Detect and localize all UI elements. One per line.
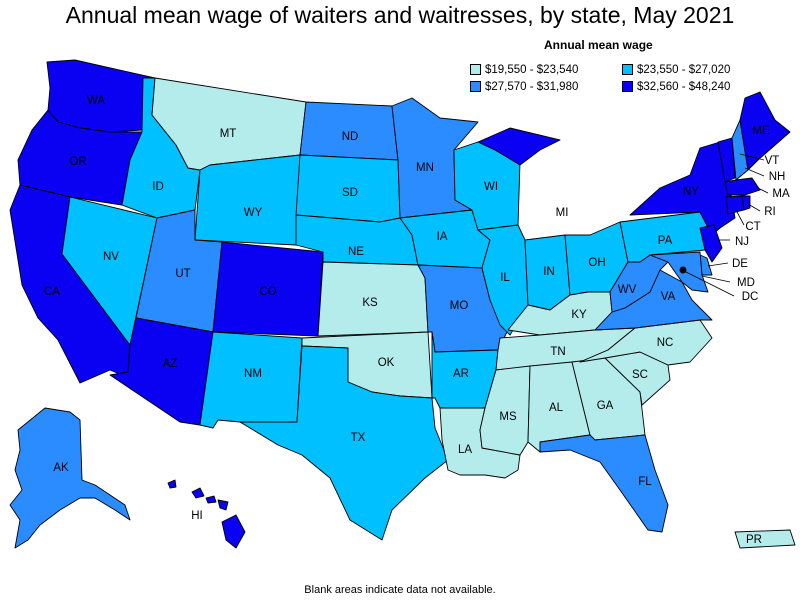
state-label-mo: MO [450, 300, 469, 312]
state-label-in: IN [543, 266, 555, 278]
state-label-ga: GA [597, 400, 614, 412]
legend-item-tier-0: $19,550 - $23,540 [470, 62, 622, 77]
state-hi[interactable] [167, 479, 246, 549]
state-label-wi: WI [484, 181, 498, 193]
state-label-al: AL [549, 402, 564, 414]
state-fl[interactable] [539, 434, 669, 533]
state-tx[interactable] [239, 345, 449, 541]
state-label-hi: HI [191, 510, 203, 522]
state-label-ok: OK [378, 357, 395, 369]
footnote: Blank areas indicate data not available. [304, 584, 496, 596]
state-label-mt: MT [220, 128, 237, 140]
state-label-de: DE [732, 258, 748, 270]
state-label-nv: NV [103, 251, 119, 263]
state-label-md: MD [737, 277, 755, 289]
state-ak[interactable] [9, 407, 131, 549]
state-il[interactable] [477, 224, 529, 336]
state-label-ks: KS [362, 297, 378, 309]
legend-label: $23,550 - $27,020 [637, 63, 731, 76]
state-mi[interactable] [477, 127, 561, 166]
state-label-me: ME [752, 125, 770, 137]
state-ri[interactable] [741, 195, 751, 211]
state-ma[interactable] [724, 177, 761, 196]
state-label-tn: TN [550, 346, 565, 358]
state-label-ar: AR [453, 368, 469, 380]
state-label-ms: MS [499, 411, 517, 423]
legend-swatch [470, 81, 481, 92]
state-label-az: AZ [163, 358, 178, 370]
map-title: Annual mean wage of waiters and waitress… [65, 2, 735, 28]
legend-item-tier-2: $27,570 - $31,980 [470, 79, 622, 94]
state-md[interactable] [649, 251, 709, 293]
state-label-ca: CA [44, 286, 60, 298]
state-ct[interactable] [725, 195, 745, 215]
legend-item-tier-1: $23,550 - $27,020 [622, 62, 770, 77]
legend-item-tier-3: $32,560 - $48,240 [622, 79, 770, 94]
legend-swatch [622, 64, 633, 75]
state-label-dc: DC [742, 291, 759, 303]
legend-title: Annual mean wage [544, 38, 653, 52]
legend: Annual mean wage $19,550 - $23,540 $23,5… [470, 38, 770, 94]
state-label-tx: TX [351, 432, 366, 444]
state-label-co: CO [259, 286, 276, 298]
legend-swatch [470, 64, 481, 75]
state-label-ri: RI [764, 206, 776, 218]
state-label-sc: SC [632, 369, 648, 381]
state-label-nd: ND [342, 131, 359, 143]
state-label-sd: SD [342, 187, 358, 199]
state-label-mn: MN [416, 162, 434, 174]
state-label-pr: PR [746, 534, 762, 546]
state-wy[interactable] [194, 154, 301, 246]
state-label-ma: MA [772, 188, 790, 200]
state-label-nh: NH [769, 171, 786, 183]
legend-label: $27,570 - $31,980 [485, 80, 579, 93]
state-label-nc: NC [657, 337, 674, 349]
legend-label: $32,560 - $48,240 [637, 80, 731, 93]
state-label-wv: WV [618, 284, 637, 296]
state-label-il: IL [500, 272, 510, 284]
state-label-ct: CT [745, 221, 760, 233]
legend-label: $19,550 - $23,540 [485, 63, 579, 76]
state-label-va: VA [661, 291, 676, 303]
legend-swatch [622, 81, 633, 92]
state-label-ky: KY [571, 309, 587, 321]
state-pr[interactable] [734, 529, 796, 549]
state-label-pa: PA [658, 235, 673, 247]
state-nj[interactable] [699, 224, 723, 263]
state-label-or: OR [69, 156, 86, 168]
state-dc[interactable] [679, 266, 687, 274]
state-label-ut: UT [175, 268, 190, 280]
state-me[interactable] [739, 91, 791, 171]
state-label-fl: FL [638, 476, 652, 488]
state-label-ia: IA [437, 231, 448, 243]
state-label-wy: WY [244, 207, 263, 219]
state-label-oh: OH [588, 257, 605, 269]
state-label-vt: VT [765, 155, 780, 167]
state-label-nj: NJ [735, 236, 749, 248]
state-label-nm: NM [244, 368, 262, 380]
state-label-id: ID [152, 181, 164, 193]
state-label-mi: MI [556, 207, 569, 219]
state-label-ne: NE [348, 246, 364, 258]
state-label-ny: NY [683, 186, 699, 198]
state-label-wa: WA [87, 95, 105, 107]
state-label-la: LA [458, 444, 472, 456]
state-vt[interactable] [717, 137, 736, 183]
state-label-ak: AK [53, 462, 69, 474]
